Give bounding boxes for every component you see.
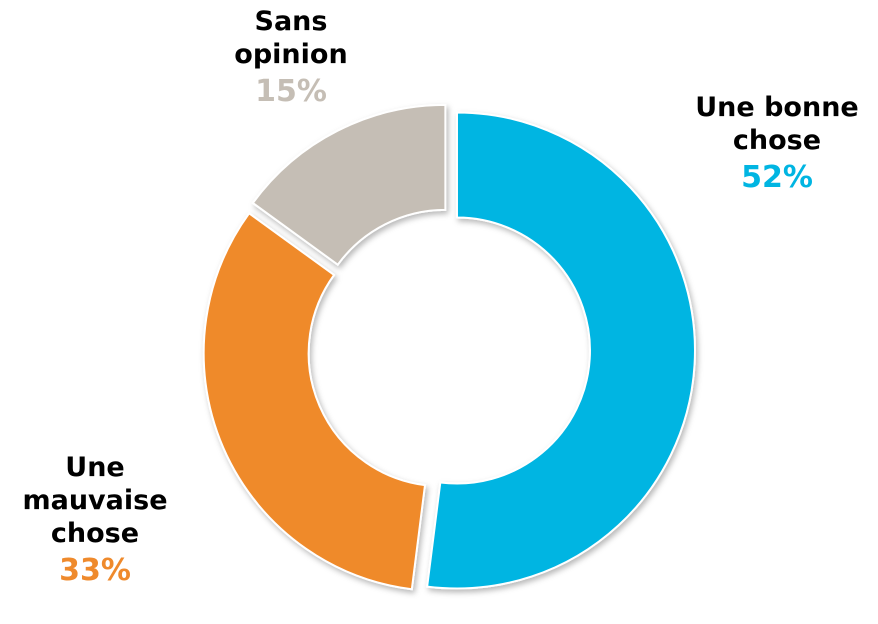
label-une-mauvaise-chose-percent: 33% <box>59 552 131 588</box>
slice-une-mauvaise-chose <box>202 211 427 591</box>
label-une-bonne-chose: Une bonne chose 52% <box>672 92 878 196</box>
slice-sans-opinion <box>251 103 447 267</box>
label-une-bonne-chose-line2: chose <box>732 124 822 156</box>
label-une-mauvaise-chose-line2: mauvaise <box>22 484 168 516</box>
label-une-mauvaise-chose: Une mauvaise chose 33% <box>0 452 190 589</box>
label-une-bonne-chose-percent: 52% <box>741 159 813 195</box>
label-sans-opinion-line2: opinion <box>234 38 348 70</box>
label-sans-opinion-line1: Sans <box>254 6 328 37</box>
label-une-mauvaise-chose-line1: Une <box>65 452 125 483</box>
donut-slices <box>202 103 696 591</box>
label-sans-opinion: Sans opinion 15% <box>200 6 382 110</box>
label-sans-opinion-percent: 15% <box>255 73 327 109</box>
label-une-bonne-chose-line1: Une bonne <box>695 92 859 123</box>
label-une-mauvaise-chose-line3: chose <box>50 517 140 549</box>
slice-une-bonne-chose <box>426 111 696 590</box>
